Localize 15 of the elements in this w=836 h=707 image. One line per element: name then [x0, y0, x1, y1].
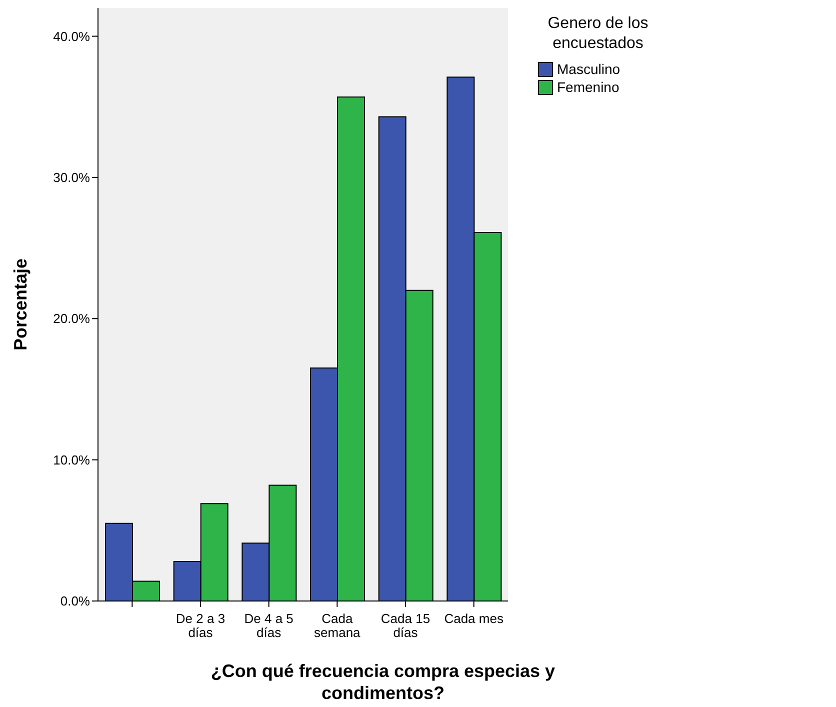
x-tick-label: De 2 a 3 días: [176, 611, 226, 640]
x-tick-label: Cada semana: [314, 611, 362, 640]
legend-label: Masculino: [557, 60, 620, 78]
y-tick-label: 40.0%: [53, 28, 90, 44]
x-tick-label: De 4 a 5 días: [244, 611, 294, 640]
y-axis-title: Porcentaje: [10, 258, 30, 351]
x-tick-label: Cada 15 días: [380, 611, 430, 640]
y-tick-label: 30.0%: [53, 170, 90, 186]
legend-label: Femenino: [557, 78, 620, 96]
x-tick-label: Cada mes: [444, 611, 504, 626]
x-axis-title: ¿Con qué frecuencia compra especias y condimentos?: [210, 660, 556, 704]
y-tick-label: 20.0%: [53, 311, 90, 326]
y-tick-label: 0.0%: [60, 594, 90, 609]
y-tick-label: 10.0%: [53, 452, 90, 468]
legend-title: Genero de los encuestados: [546, 14, 650, 54]
